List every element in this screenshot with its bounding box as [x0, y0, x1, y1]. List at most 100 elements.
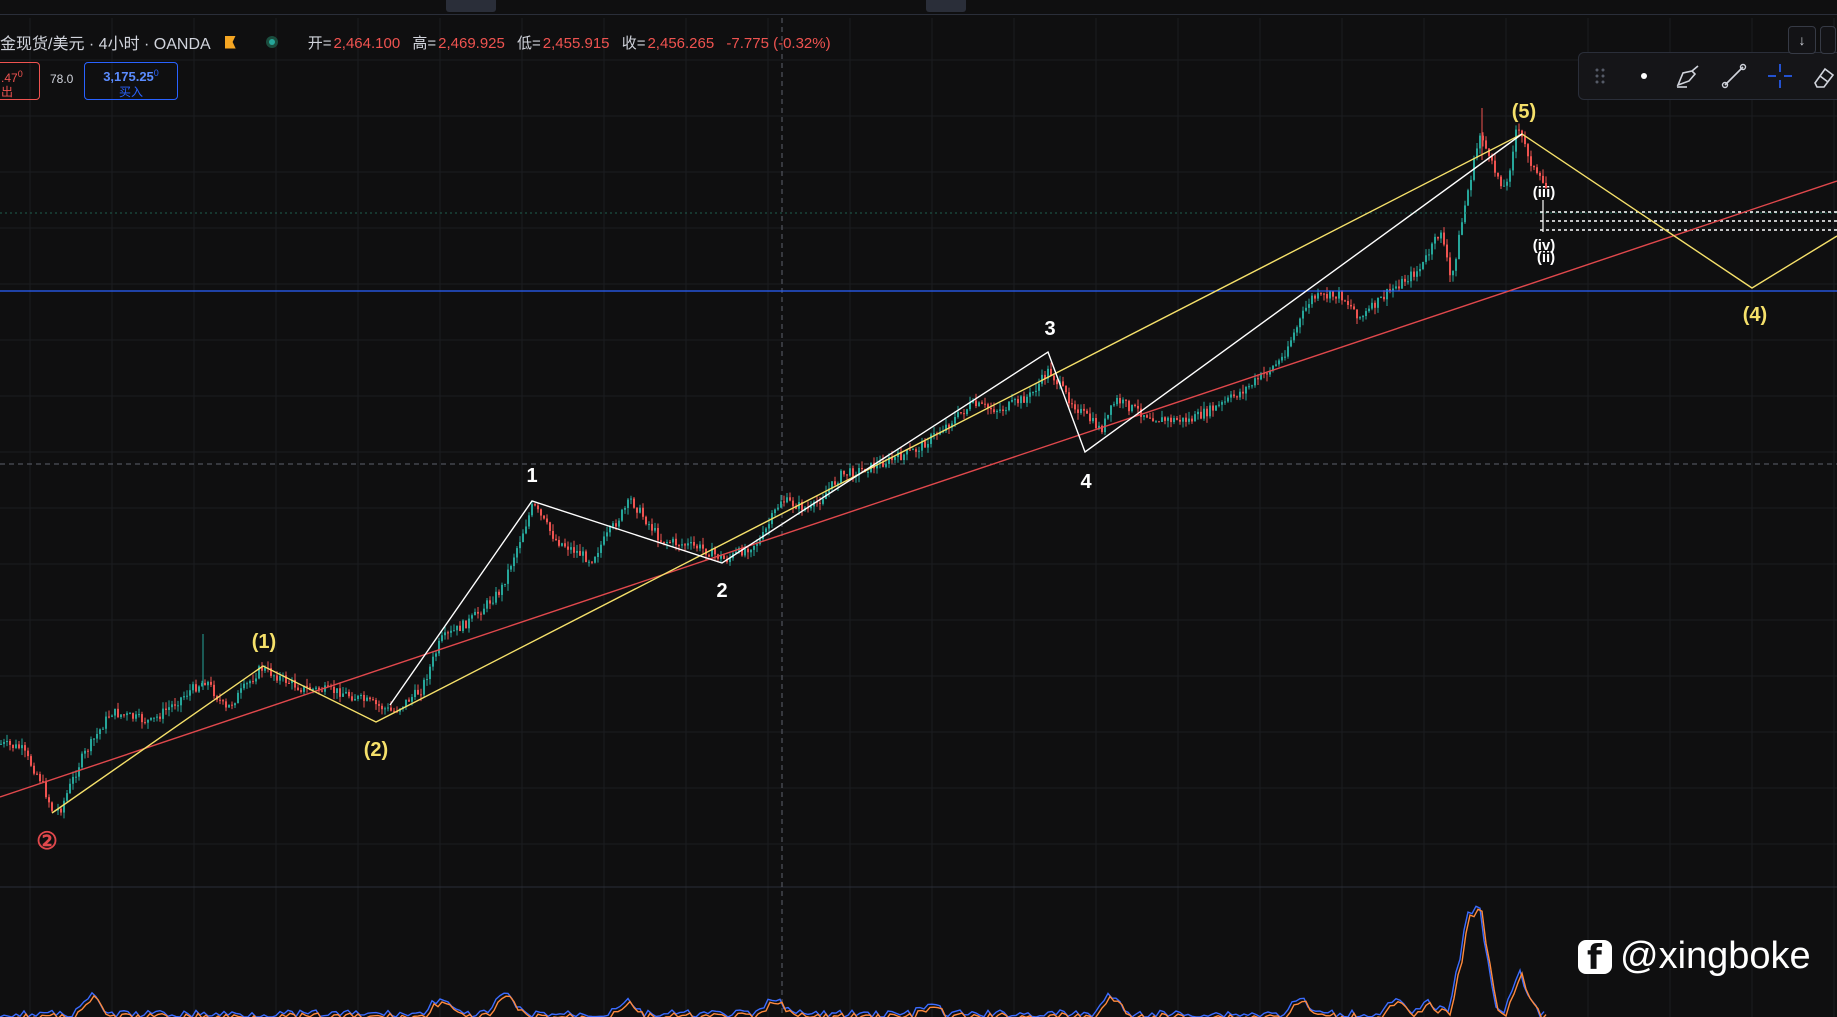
candle-body — [1407, 281, 1409, 283]
candle-body — [81, 753, 83, 768]
candle-body — [660, 540, 662, 542]
settings-square-icon[interactable] — [1820, 26, 1836, 54]
candle-body — [891, 457, 893, 461]
candle-body — [246, 683, 248, 685]
candle-body — [195, 684, 197, 692]
candle-body — [786, 497, 788, 503]
candle-body — [27, 750, 29, 757]
high-label: 高= — [412, 34, 437, 52]
candle-body — [549, 522, 551, 531]
candle-body — [627, 499, 629, 508]
candle-body — [21, 745, 23, 749]
buy-button[interactable]: 3,175.250 买入 — [84, 62, 178, 100]
candle-body — [204, 682, 206, 686]
candle-body — [951, 423, 953, 428]
drawing-toolbox — [1578, 52, 1837, 100]
wave-label-sub-ii: (ii) — [1537, 249, 1555, 266]
candle-body — [735, 551, 737, 554]
candle-body — [1431, 243, 1433, 255]
oscillator-pane — [0, 905, 1547, 1017]
candle-body — [633, 498, 635, 508]
candle-body — [1239, 391, 1241, 398]
candle-body — [1467, 190, 1469, 206]
candle-body — [999, 409, 1001, 411]
candle-body — [381, 705, 383, 710]
candle-body — [156, 716, 158, 718]
wave-label-1: (1) — [252, 631, 276, 653]
sell-button[interactable]: .470 出 — [0, 62, 40, 100]
market-status-icon — [265, 36, 278, 48]
candle-body — [555, 538, 557, 541]
candle-body — [498, 591, 500, 595]
candle-body — [1476, 148, 1478, 158]
candle-body — [540, 509, 542, 516]
candle-body — [477, 611, 479, 614]
candle-body — [288, 682, 290, 684]
candle-body — [69, 783, 71, 794]
candle-body — [363, 694, 365, 701]
candle-body — [1500, 176, 1502, 187]
crosshair-icon[interactable] — [1765, 61, 1795, 91]
candle-body — [1053, 375, 1055, 381]
sell-price: .47 — [1, 71, 18, 85]
candle-body — [1149, 417, 1151, 419]
dot-icon[interactable] — [1629, 61, 1659, 91]
candle-body — [183, 696, 185, 698]
candle-body — [948, 424, 950, 428]
candle-body — [153, 717, 155, 719]
candle-body — [1284, 356, 1286, 358]
flag-icon[interactable] — [224, 35, 236, 49]
candle-body — [1077, 409, 1079, 413]
candle-body — [366, 697, 368, 701]
candle-body — [837, 483, 839, 485]
candle-body — [567, 546, 569, 550]
candle-body — [30, 756, 32, 766]
candle-body — [405, 699, 407, 707]
candle-body — [270, 668, 272, 676]
candle-body — [849, 468, 851, 476]
candle-body — [279, 675, 281, 681]
candle-body — [162, 708, 164, 719]
candle-body — [1098, 425, 1100, 429]
candles-style-button[interactable] — [926, 0, 966, 12]
candle-body — [993, 409, 995, 413]
candle-body — [645, 516, 647, 525]
candle-body — [1446, 244, 1448, 258]
candle-body — [285, 675, 287, 683]
candle-body — [1437, 236, 1439, 239]
candle-body — [1542, 175, 1544, 183]
candle-body — [1377, 297, 1379, 308]
candle-body — [99, 729, 101, 734]
candle-body — [978, 402, 980, 407]
brush-pen-icon[interactable] — [1673, 61, 1703, 91]
candle-body — [954, 416, 956, 424]
candle-body — [1248, 386, 1250, 388]
drag-handle-icon[interactable] — [1585, 61, 1615, 91]
candle-body — [789, 497, 791, 501]
candle-body — [108, 716, 110, 718]
symbol-title[interactable]: 金现货/美元 · 4小时 · OANDA — [0, 36, 211, 53]
candle-body — [987, 404, 989, 408]
eraser-icon[interactable] — [1809, 61, 1837, 91]
candle-body — [1242, 391, 1244, 394]
candle-body — [360, 694, 362, 696]
candle-body — [1161, 417, 1163, 422]
candle-body — [24, 745, 26, 751]
candle-body — [723, 555, 725, 559]
candle-body — [1230, 394, 1232, 398]
candle-body — [915, 449, 917, 452]
candle-body — [957, 412, 959, 417]
candle-body — [876, 463, 878, 469]
trend-line-icon[interactable] — [1719, 61, 1749, 91]
buy-price: 3,175.25 — [103, 69, 154, 84]
candle-body — [192, 684, 194, 691]
arrow-down-icon[interactable]: ↓ — [1788, 26, 1816, 54]
timeframe-4h-button[interactable] — [446, 0, 496, 12]
candle-body — [1398, 286, 1400, 289]
candle-body — [927, 443, 929, 448]
candle-body — [417, 689, 419, 695]
candle-body — [1395, 286, 1397, 289]
candle-body — [447, 632, 449, 634]
candle-body — [1536, 167, 1538, 173]
